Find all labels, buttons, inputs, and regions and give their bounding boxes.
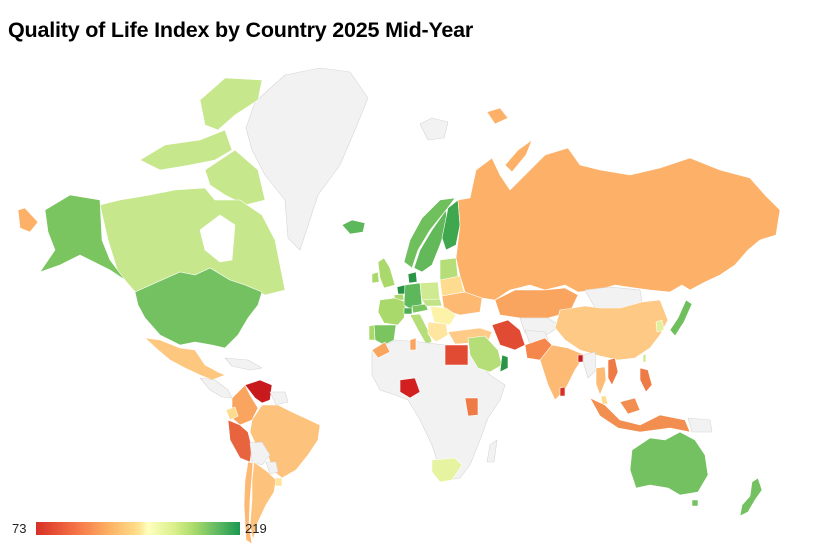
- region-greenland[interactable]: [245, 67, 369, 251]
- region-kazakhstan[interactable]: [494, 287, 579, 319]
- region-austria[interactable]: [411, 303, 429, 314]
- region-kenya[interactable]: [464, 397, 479, 417]
- region-sri-lanka[interactable]: [559, 386, 566, 397]
- region-morocco[interactable]: [371, 341, 391, 359]
- region-south-africa[interactable]: [431, 457, 463, 483]
- region-taiwan[interactable]: [642, 353, 647, 363]
- region-canada-islands-2[interactable]: [139, 129, 233, 171]
- region-ecuador[interactable]: [225, 406, 239, 421]
- region-russia-novaya-zemlya[interactable]: [504, 139, 533, 173]
- region-iceland[interactable]: [341, 219, 366, 235]
- region-russia[interactable]: [455, 147, 781, 301]
- legend-gradient-bar: [36, 522, 240, 535]
- region-malaysia[interactable]: [600, 395, 609, 405]
- region-central-america[interactable]: [199, 377, 233, 399]
- region-alaska[interactable]: [39, 194, 126, 281]
- region-switzerland[interactable]: [403, 307, 413, 315]
- region-canada-islands-3[interactable]: [204, 149, 266, 206]
- region-argentina[interactable]: [249, 461, 277, 541]
- region-mexico[interactable]: [144, 337, 226, 381]
- region-portugal[interactable]: [368, 324, 376, 341]
- region-japan[interactable]: [669, 299, 693, 337]
- region-indonesia[interactable]: [589, 397, 691, 433]
- region-balkans[interactable]: [427, 321, 449, 343]
- region-russia-chukotka[interactable]: [17, 207, 39, 233]
- region-colombia[interactable]: [231, 384, 259, 426]
- region-peru[interactable]: [227, 419, 253, 463]
- region-bangladesh[interactable]: [577, 354, 584, 363]
- color-legend: 73 219: [0, 516, 300, 540]
- region-nigeria[interactable]: [399, 377, 421, 399]
- region-china[interactable]: [554, 299, 669, 361]
- region-oman[interactable]: [499, 354, 509, 373]
- region-netherlands[interactable]: [396, 284, 406, 295]
- region-norway[interactable]: [403, 197, 456, 269]
- region-italy[interactable]: [409, 313, 433, 345]
- hudson-bay: [199, 214, 236, 263]
- region-vietnam[interactable]: [607, 357, 619, 386]
- region-indonesia-borneo[interactable]: [619, 397, 641, 415]
- region-tunisia[interactable]: [409, 337, 417, 351]
- region-thailand[interactable]: [595, 366, 607, 396]
- region-south-korea[interactable]: [655, 319, 665, 333]
- region-czechia[interactable]: [421, 298, 443, 307]
- region-madagascar[interactable]: [486, 439, 498, 463]
- chart-title: Quality of Life Index by Country 2025 Mi…: [8, 18, 474, 42]
- region-myanmar[interactable]: [582, 351, 597, 379]
- legend-min-label: 73: [12, 521, 27, 536]
- region-russia-franz-josef[interactable]: [486, 107, 509, 125]
- region-uk[interactable]: [377, 257, 396, 289]
- region-philippines[interactable]: [639, 367, 653, 393]
- region-usa[interactable]: [134, 267, 263, 349]
- region-romania[interactable]: [429, 305, 457, 326]
- region-france[interactable]: [377, 297, 407, 326]
- region-iran[interactable]: [491, 319, 526, 351]
- region-india[interactable]: [539, 344, 586, 401]
- region-uruguay[interactable]: [274, 477, 283, 487]
- region-svalbard[interactable]: [419, 117, 449, 141]
- region-australia[interactable]: [629, 431, 709, 496]
- region-png[interactable]: [687, 417, 713, 433]
- region-chile[interactable]: [243, 461, 254, 545]
- region-new-zealand[interactable]: [739, 477, 763, 517]
- region-egypt[interactable]: [444, 344, 469, 366]
- region-caribbean[interactable]: [224, 357, 263, 371]
- region-bolivia[interactable]: [249, 441, 271, 466]
- region-ireland[interactable]: [371, 271, 380, 284]
- region-guianas[interactable]: [269, 391, 289, 406]
- region-venezuela[interactable]: [244, 379, 273, 404]
- region-tasmania[interactable]: [691, 499, 699, 507]
- region-paraguay[interactable]: [265, 461, 279, 475]
- legend-max-label: 219: [245, 521, 267, 536]
- region-canada-islands[interactable]: [199, 77, 263, 131]
- region-denmark[interactable]: [407, 271, 418, 284]
- region-saudi-arabia[interactable]: [467, 335, 503, 373]
